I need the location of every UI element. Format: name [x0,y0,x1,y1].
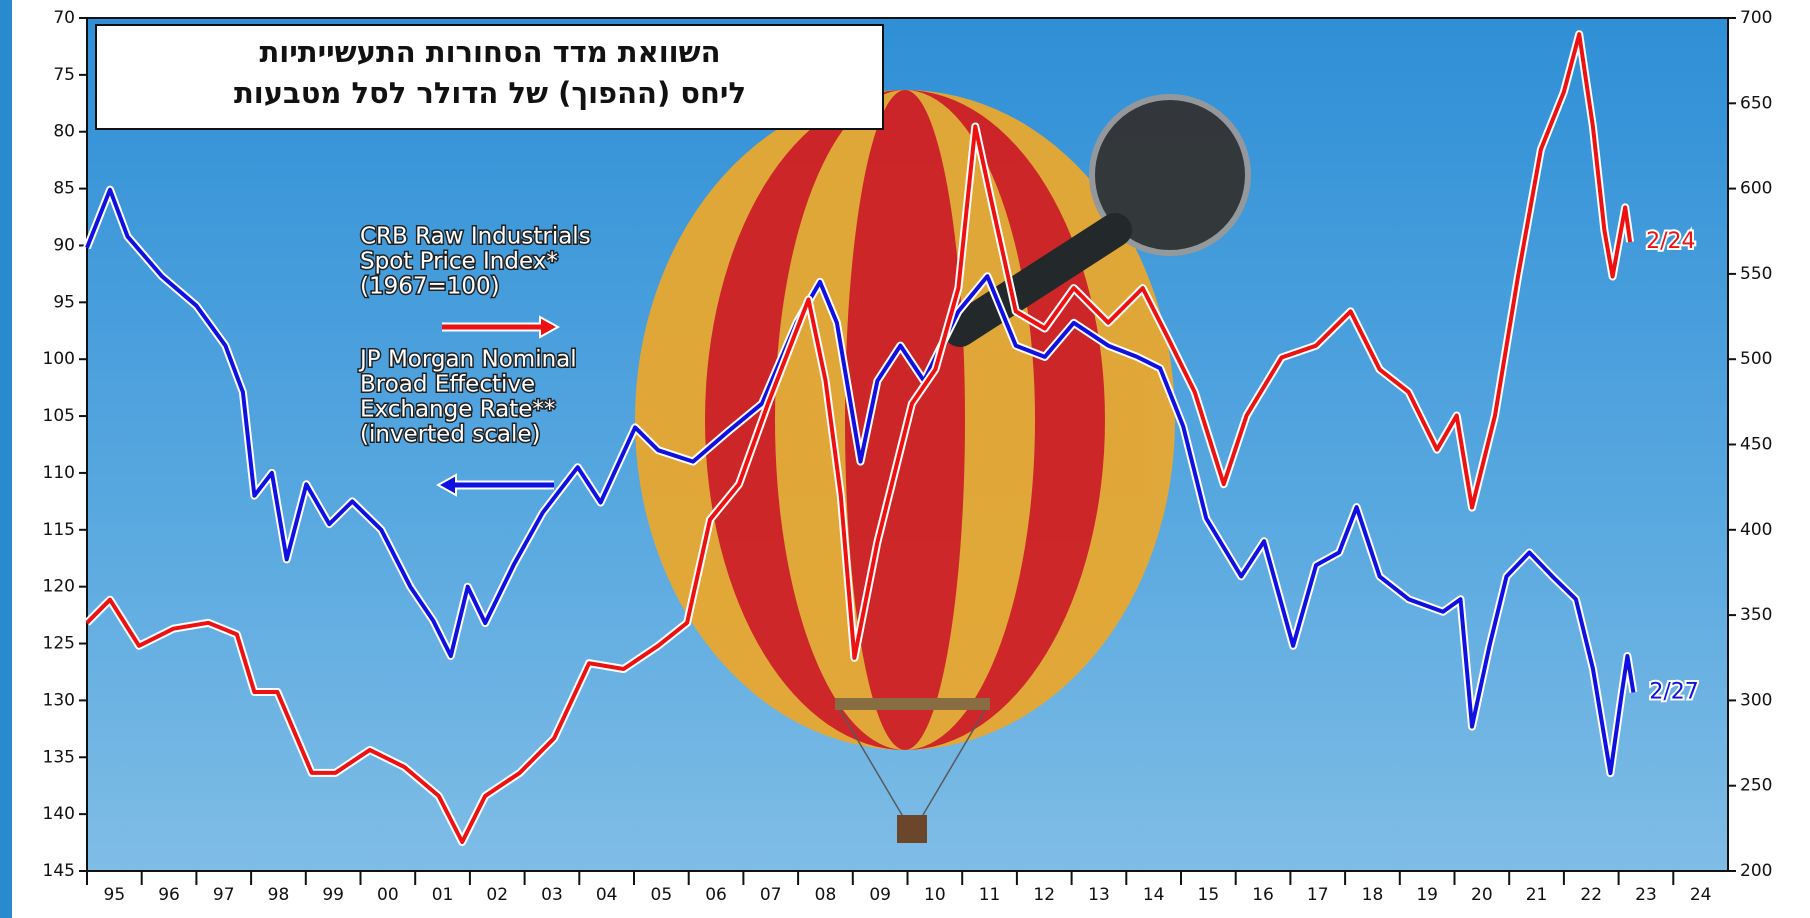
annotation-line: (inverted scale) [360,422,540,448]
x-tick-label: 10 [924,885,946,905]
x-tick-label: 20 [1471,885,1493,905]
y2-tick-label: 700 [1740,8,1772,28]
y2-tick-label: 250 [1740,776,1772,796]
x-tick-label: 06 [705,885,727,905]
y-tick-label: 95 [53,292,75,312]
x-tick-label: 17 [1307,885,1329,905]
y2-tick-label: 500 [1740,349,1772,369]
x-tick-label: 07 [760,885,782,905]
x-tick-label: 09 [869,885,891,905]
y-tick-label: 125 [43,634,75,654]
y-tick-label: 75 [53,65,75,85]
series-line [85,187,1636,776]
annotation-line: (1967=100) [360,274,500,300]
x-tick-label: 99 [322,885,344,905]
y-tick-label: 140 [43,804,75,824]
x-tick-label: 97 [213,885,235,905]
y2-tick-label: 400 [1740,520,1772,540]
x-tick-label: 08 [815,885,837,905]
y2-tick-label: 600 [1740,179,1772,199]
title-box [95,24,884,130]
y-tick-label: 110 [43,463,75,483]
y-tick-label: 120 [43,577,75,597]
y-tick-label: 105 [43,406,75,426]
annotation-line: CRB Raw Industrials [360,224,591,250]
x-tick-label: 03 [541,885,563,905]
y-tick-label: 80 [53,122,75,142]
x-tick-label: 05 [651,885,673,905]
annotation-line: Spot Price Index* [360,249,558,275]
box-title-line: ליחס (ההפוך) של הדולר לסל מטבעות [234,76,746,110]
y2-tick-label: 300 [1740,690,1772,710]
x-tick-label: 98 [268,885,290,905]
x-tick-label: 02 [486,885,508,905]
y-tick-label: 90 [53,235,75,255]
annotation-line: Exchange Rate** [360,397,555,423]
x-tick-label: 04 [596,885,618,905]
x-tick-label: 95 [104,885,126,905]
y-tick-label: 135 [43,747,75,767]
box-title-line: השוואת מדד הסחורות התעשייתיות [259,35,720,69]
annotation-line: Broad Effective [360,372,535,398]
x-tick-label: 00 [377,885,399,905]
y2-tick-label: 550 [1740,264,1772,284]
x-tick-label: 11 [979,885,1001,905]
end-label: 2/27 [1649,679,1698,704]
y2-tick-label: 450 [1740,435,1772,455]
x-tick-label: 21 [1526,885,1548,905]
annotation-line: JP Morgan Nominal [358,347,577,373]
series-line [85,32,1633,844]
x-tick-label: 24 [1690,885,1712,905]
x-tick-label: 18 [1362,885,1384,905]
x-tick-label: 16 [1252,885,1274,905]
y-tick-label: 70 [53,8,75,28]
y-tick-label: 85 [53,179,75,199]
x-tick-label: 01 [432,885,454,905]
x-tick-label: 23 [1635,885,1657,905]
x-tick-label: 19 [1416,885,1438,905]
y2-tick-label: 350 [1740,605,1772,625]
x-tick-label: 14 [1143,885,1165,905]
y2-tick-label: 650 [1740,93,1772,113]
y-tick-label: 130 [43,690,75,710]
x-tick-label: 12 [1033,885,1055,905]
y-tick-label: 145 [43,861,75,881]
x-tick-label: 22 [1580,885,1602,905]
x-tick-label: 96 [158,885,180,905]
side-strip [0,0,12,918]
y-tick-label: 115 [43,520,75,540]
x-tick-label: 15 [1198,885,1220,905]
end-label: 2/24 [1646,229,1695,254]
y2-tick-label: 200 [1740,861,1772,881]
y-tick-label: 100 [43,349,75,369]
x-tick-label: 13 [1088,885,1110,905]
